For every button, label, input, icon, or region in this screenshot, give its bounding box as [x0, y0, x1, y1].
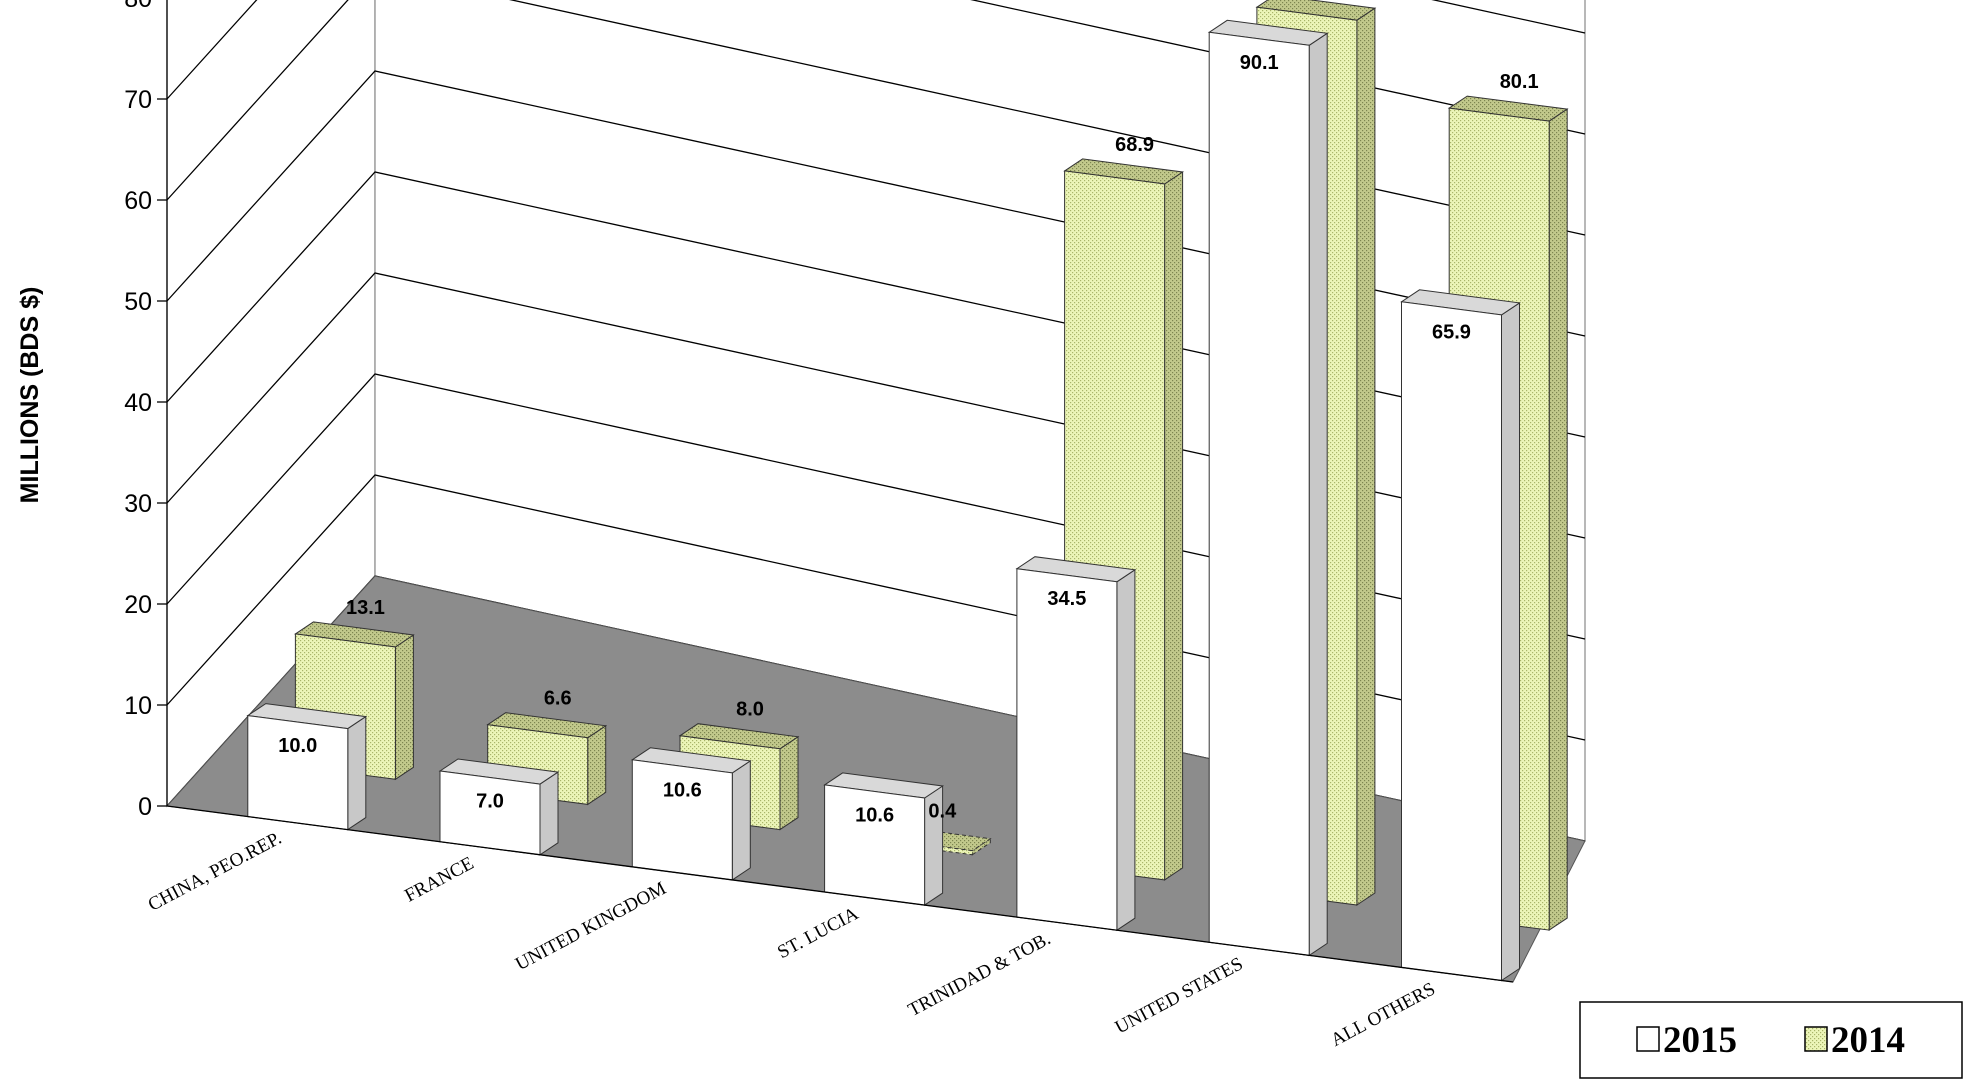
bars: [246, 0, 1569, 982]
gridline: [166, 0, 1586, 135]
bar-2015-6: [1400, 289, 1521, 982]
bar-2015-2: [630, 747, 752, 881]
y-tick-label: 0: [138, 793, 152, 821]
data-label-2014: 68.9: [1115, 134, 1154, 156]
legend-label-2015: 2015: [1663, 1020, 1737, 1061]
bar-2015-5: [1207, 19, 1329, 957]
bar-side: [731, 759, 751, 881]
legend-label-2014: 2014: [1831, 1020, 1905, 1061]
data-labels: 13.16.68.00.468.987.680.110.07.010.610.6…: [278, 52, 1539, 827]
bar-side: [1164, 171, 1184, 881]
bar-side: [971, 837, 991, 856]
bar-front: [631, 759, 733, 881]
y-axis: 0102030405060708090100: [124, 0, 168, 821]
bar-front: [247, 715, 349, 831]
category-label: TRINIDAD & TOB.: [905, 928, 1055, 1021]
bar-2015-4: [1015, 556, 1137, 932]
bar-side: [394, 634, 414, 781]
bar-front: [439, 770, 541, 856]
category-label: FRANCE: [401, 853, 477, 907]
data-label-2015: 34.5: [1047, 588, 1086, 610]
y-axis-label: MILLIONS (BDS $): [16, 287, 44, 504]
bar-side: [1548, 108, 1568, 932]
legend: 2015 2014: [1579, 1001, 1963, 1079]
y-tick-label: 20: [124, 591, 152, 619]
category-label: CHINA, PEO.REP.: [145, 828, 285, 916]
gridline: [166, 0, 1586, 236]
bar-side: [347, 715, 367, 831]
data-label-2014: 6.6: [544, 688, 572, 710]
data-label-2014: 13.1: [346, 597, 385, 619]
data-label-2015: 10.0: [278, 735, 317, 757]
data-label-2014: 0.4: [928, 801, 957, 823]
y-tick-label: 50: [124, 288, 152, 316]
data-label-2015: 7.0: [476, 791, 504, 813]
bar-side: [1501, 301, 1520, 982]
bar-front: [1401, 301, 1502, 982]
legend-swatch-2014: [1804, 1026, 1828, 1052]
category-label: ALL OTHERS: [1328, 979, 1439, 1051]
data-label-2015: 65.9: [1432, 321, 1471, 343]
data-label-2014: 8.0: [736, 699, 764, 721]
x-axis-line: [166, 805, 1514, 983]
bar-2015-1: [438, 758, 560, 856]
bar-side: [1356, 7, 1376, 906]
bar-2015-0: [246, 703, 368, 831]
bar-side: [539, 771, 559, 856]
category-label: UNITED STATES: [1112, 953, 1247, 1038]
bar-side: [1308, 32, 1328, 957]
bar-front: [824, 784, 926, 906]
data-label-2014: 80.1: [1500, 71, 1539, 93]
y-tick-label: 70: [124, 86, 152, 114]
category-label: ST. LUCIA: [774, 903, 862, 963]
bar-2015-3: [823, 772, 944, 907]
y-tick-label: 80: [124, 0, 152, 13]
y-tick-label: 10: [124, 692, 152, 720]
category-label: UNITED KINGDOM: [512, 878, 670, 975]
bar-front: [1016, 568, 1118, 931]
bar-side: [587, 724, 607, 806]
data-label-2015: 10.6: [855, 804, 894, 826]
y-tick-label: 30: [124, 490, 152, 518]
y-tick-label: 40: [124, 389, 152, 417]
bar-side: [1116, 568, 1136, 932]
bar-front: [1208, 31, 1310, 956]
legend-swatch-2015: [1636, 1026, 1660, 1052]
bar-side: [779, 735, 799, 831]
data-label-2015: 90.1: [1240, 52, 1279, 74]
data-label-2015: 10.6: [663, 779, 702, 801]
y-tick-label: 60: [124, 187, 152, 215]
